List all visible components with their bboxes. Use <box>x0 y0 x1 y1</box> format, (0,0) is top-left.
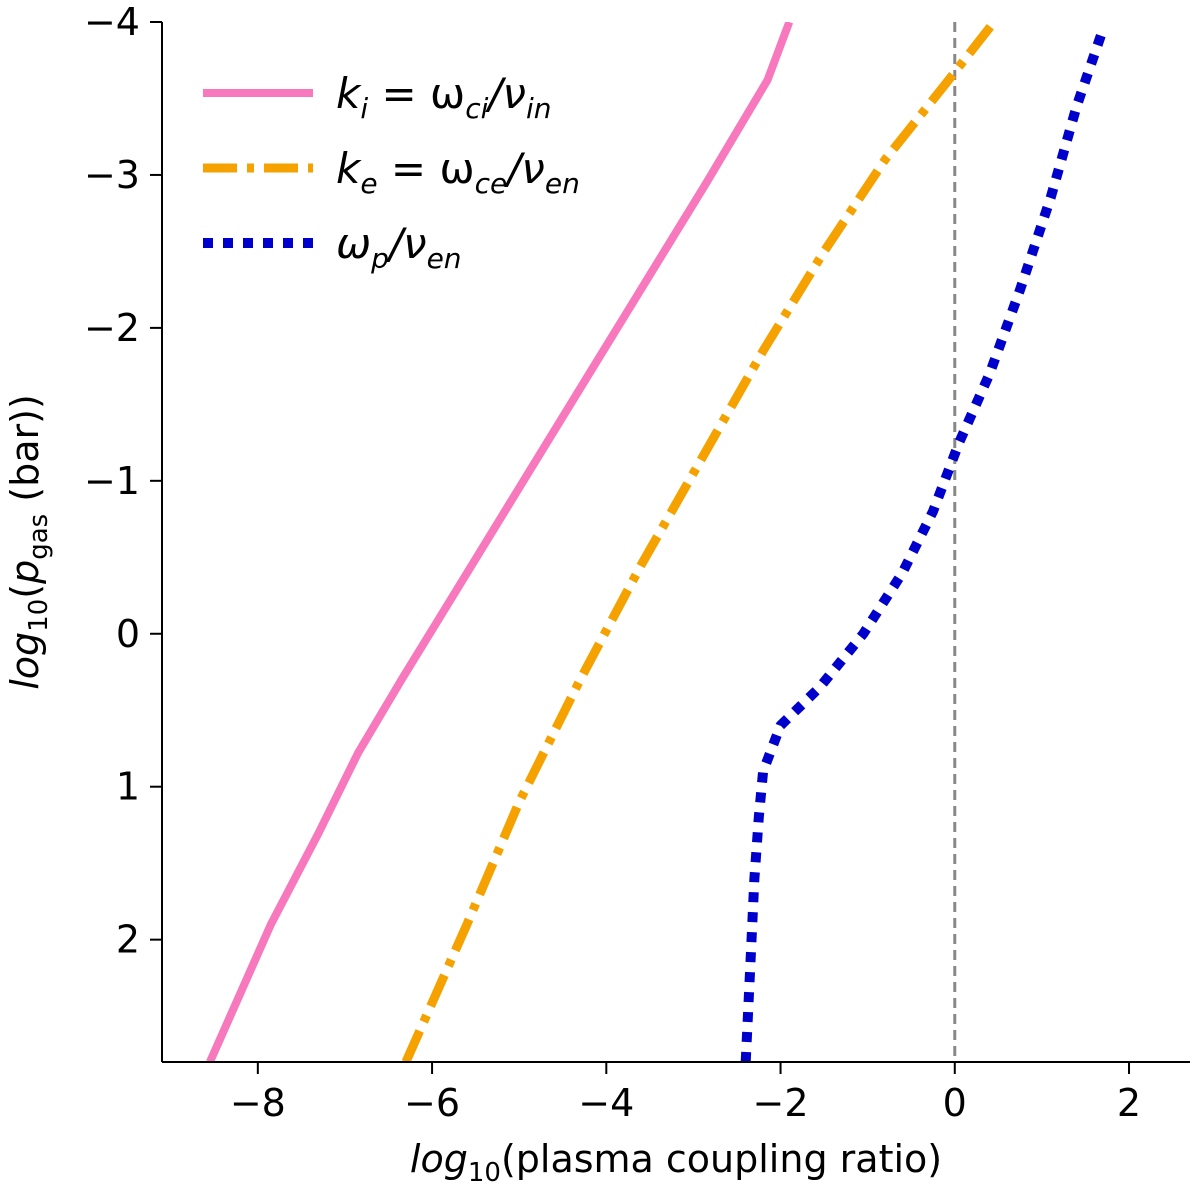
x-tick-label: 2 <box>1117 1081 1141 1125</box>
y-tick-label: 1 <box>116 765 140 809</box>
legend-label-ki: ki = ωci/νin <box>336 69 552 125</box>
y-tick-label: 2 <box>116 918 140 962</box>
x-tick-label: −8 <box>230 1081 286 1125</box>
x-ticks: −8 −6 −4 −2 0 2 <box>230 1062 1141 1125</box>
y-tick-label: −3 <box>84 153 140 197</box>
y-tick-label: 0 <box>116 612 140 656</box>
legend-label-ke: ke = ωce/νen <box>336 144 580 200</box>
y-tick-label: −4 <box>84 0 140 44</box>
y-ticks: −4 −3 −2 −1 0 1 2 <box>84 0 162 962</box>
x-tick-label: −6 <box>404 1081 460 1125</box>
x-tick-label: 0 <box>943 1081 967 1125</box>
plot-area <box>162 22 1190 1062</box>
x-tick-label: −2 <box>753 1081 809 1125</box>
legend: ki = ωci/νin ke = ωce/νen ωp/νen <box>203 69 580 275</box>
y-axis-label: log10(pgas (bar)) <box>3 394 54 690</box>
series-line-0 <box>206 22 794 1062</box>
y-tick-label: −2 <box>84 306 140 350</box>
x-tick-label: −4 <box>578 1081 634 1125</box>
x-axis-label: log10(plasma coupling ratio) <box>410 1137 942 1188</box>
series-line-2 <box>740 27 1108 1062</box>
series-group <box>206 22 1108 1062</box>
y-tick-label: −1 <box>84 459 140 503</box>
series-line-1 <box>401 22 998 1062</box>
legend-label-wp: ωp/νen <box>336 219 462 275</box>
